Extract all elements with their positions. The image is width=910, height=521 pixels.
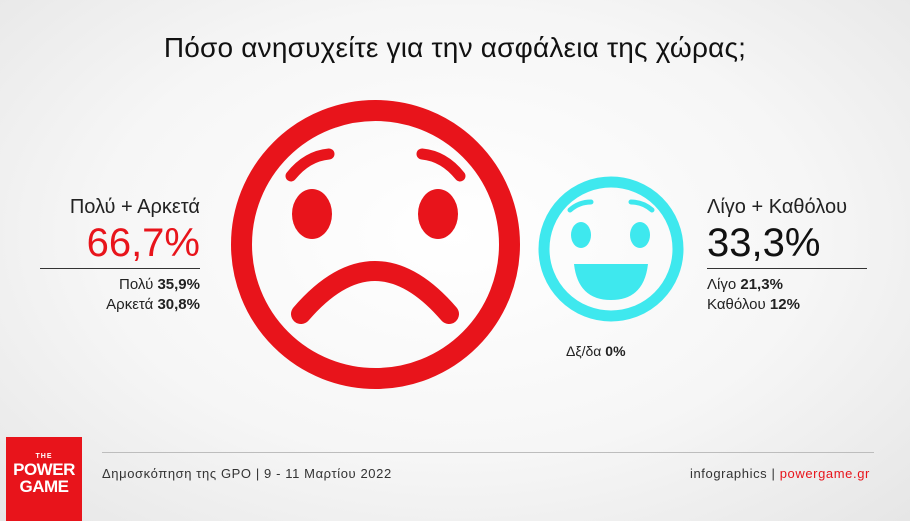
breakdown-row: Αρκετά 30,8% — [40, 295, 200, 315]
group-label: Πολύ + Αρκετά — [69, 196, 200, 218]
divider — [707, 268, 867, 269]
divider — [40, 268, 200, 269]
breakdown-value: 35,9% — [157, 276, 200, 293]
group-total: 66,7% — [86, 221, 200, 265]
logo-the: THE — [35, 453, 53, 460]
brand-link[interactable]: powergame.gr — [779, 466, 870, 481]
group-little-none: Λίγο + Καθόλου 33,3% Λίγο 21,3% Καθόλου … — [707, 196, 867, 315]
breakdown-label: Πολύ — [119, 276, 158, 293]
breakdown-value: 30,8% — [157, 296, 200, 313]
dont-know-value: 0% — [605, 343, 626, 359]
group-very-enough: Πολύ + Αρκετά 66,7% Πολύ 35,9% Αρκετά 30… — [40, 196, 200, 315]
breakdown-value: 12% — [769, 296, 800, 313]
breakdown-row: Καθόλου 12% — [707, 295, 867, 315]
group-label: Λίγο + Καθόλου — [707, 196, 847, 218]
footer-divider — [102, 452, 874, 453]
breakdown-label: Αρκετά — [106, 296, 158, 313]
happy-face-icon — [538, 176, 684, 322]
dont-know-text: Δξ/δα — [566, 343, 606, 359]
sad-face-icon — [231, 100, 520, 389]
breakdown-label: Καθόλου — [707, 296, 770, 313]
logo-line1: POWER — [13, 460, 75, 479]
infographics-label: infographics | — [689, 466, 780, 481]
source-note: Δημοσκόπηση της GPO | 9 - 11 Μαρτίου 202… — [102, 466, 392, 481]
logo-line2: GAME — [19, 477, 70, 496]
dont-know-label: Δξ/δα 0% — [566, 343, 626, 359]
credit: infographics | powergame.gr — [690, 466, 870, 481]
chart-title: Πόσο ανησυχείτε για την ασφάλεια της χώρ… — [163, 32, 747, 63]
powergame-logo: THE POWER GAME — [6, 437, 82, 521]
breakdown-value: 21,3% — [740, 276, 783, 293]
group-total: 33,3% — [707, 221, 821, 265]
breakdown-row: Πολύ 35,9% — [40, 275, 200, 295]
breakdown-label: Λίγο — [707, 276, 741, 293]
breakdown-row: Λίγο 21,3% — [707, 275, 867, 295]
